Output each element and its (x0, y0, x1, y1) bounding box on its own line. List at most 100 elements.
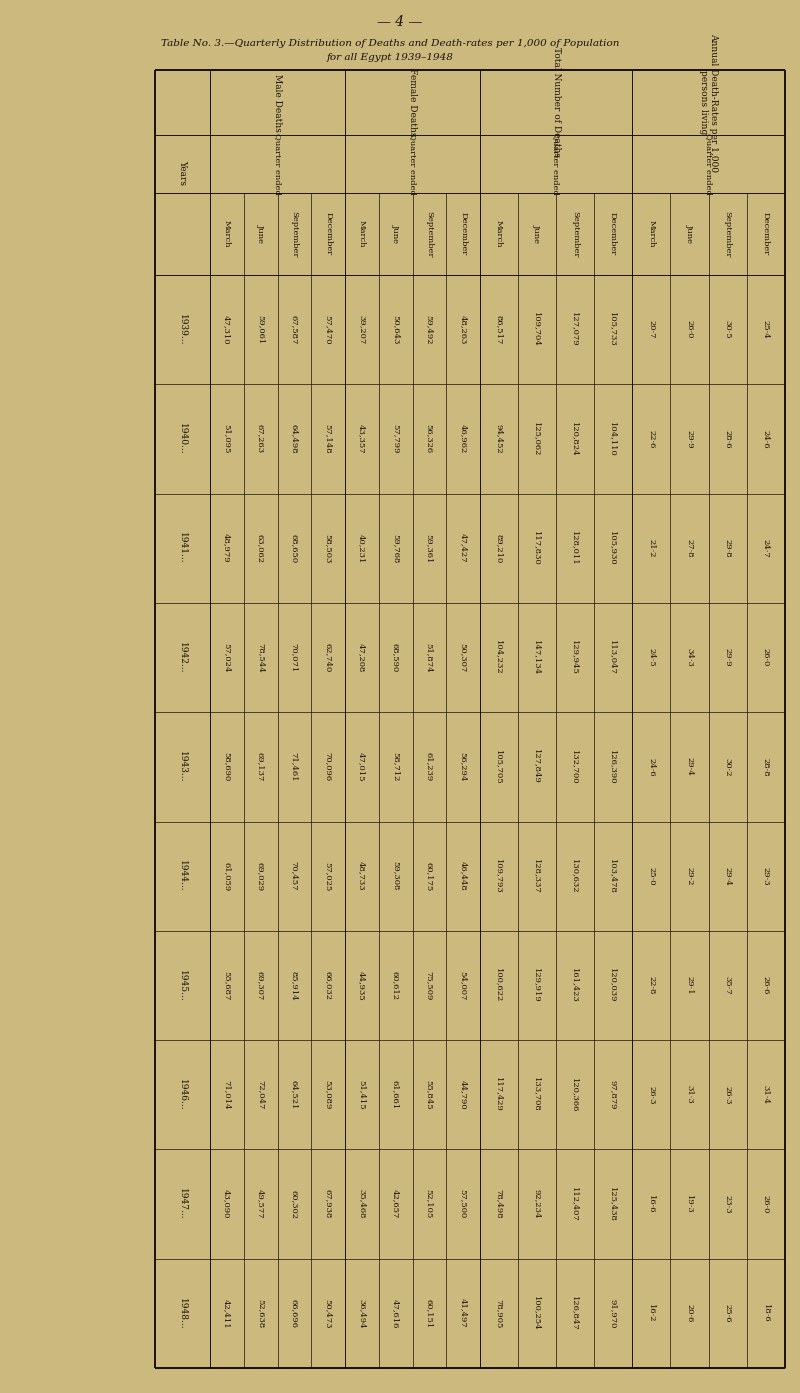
Text: 44,935: 44,935 (358, 971, 366, 1000)
Text: 26·6: 26·6 (762, 976, 770, 995)
Text: 69,307: 69,307 (257, 971, 265, 1000)
Text: 44,790: 44,790 (459, 1080, 467, 1110)
Text: 35·7: 35·7 (724, 976, 732, 995)
Text: 125,062: 125,062 (533, 422, 541, 456)
Text: 112,407: 112,407 (571, 1187, 579, 1222)
Text: 120,366: 120,366 (571, 1078, 579, 1112)
Text: 64,521: 64,521 (290, 1080, 298, 1109)
Text: 47,427: 47,427 (459, 534, 467, 563)
Text: Quarter ended: Quarter ended (552, 134, 560, 195)
Text: 61,059: 61,059 (223, 861, 231, 890)
Text: 24·5: 24·5 (647, 648, 655, 667)
Text: 57,148: 57,148 (324, 423, 332, 454)
Text: 58,503: 58,503 (324, 534, 332, 563)
Text: March: March (358, 220, 366, 248)
Text: 29·8: 29·8 (724, 539, 732, 557)
Text: 78,905: 78,905 (495, 1298, 503, 1328)
Text: 39,207: 39,207 (358, 315, 366, 344)
Text: for all Egypt 1939–1948: for all Egypt 1939–1948 (326, 53, 454, 61)
Text: 125,438: 125,438 (609, 1187, 617, 1222)
Text: 43,090: 43,090 (223, 1190, 231, 1219)
Text: 120,824: 120,824 (571, 422, 579, 457)
Text: 62,740: 62,740 (324, 644, 332, 673)
Text: June: June (257, 224, 265, 244)
Text: 66,696: 66,696 (290, 1298, 298, 1328)
Text: 71,014: 71,014 (223, 1080, 231, 1109)
Text: 59,061: 59,061 (257, 315, 265, 344)
Text: December: December (762, 212, 770, 256)
Text: 109,704: 109,704 (533, 312, 541, 347)
Text: 103,478: 103,478 (609, 858, 617, 893)
Text: 117,429: 117,429 (495, 1077, 503, 1112)
Text: 19·3: 19·3 (686, 1195, 694, 1213)
Text: 120,039: 120,039 (609, 968, 617, 1003)
Text: 58,690: 58,690 (223, 752, 231, 781)
Text: 58,712: 58,712 (392, 752, 400, 781)
Text: 26·0: 26·0 (686, 320, 694, 338)
Text: 31·4: 31·4 (762, 1085, 770, 1105)
Text: 57,024: 57,024 (223, 642, 231, 673)
Text: 67,263: 67,263 (257, 425, 265, 454)
Text: 130,632: 130,632 (571, 859, 579, 893)
Text: 47,310: 47,310 (223, 315, 231, 344)
Text: 78,544: 78,544 (257, 642, 265, 673)
Text: 34·3: 34·3 (686, 648, 694, 667)
Text: 69,029: 69,029 (257, 862, 265, 890)
Text: 57,500: 57,500 (459, 1190, 467, 1219)
Text: 52,638: 52,638 (257, 1298, 265, 1328)
Text: 60,175: 60,175 (426, 861, 434, 890)
Text: 60,302: 60,302 (290, 1190, 298, 1219)
Text: 97,879: 97,879 (609, 1080, 617, 1109)
Text: 48,263: 48,263 (459, 315, 467, 344)
Text: 27·8: 27·8 (686, 539, 694, 557)
Text: 26·3: 26·3 (647, 1085, 655, 1105)
Text: 104,110: 104,110 (609, 422, 617, 457)
Text: 1940...: 1940... (178, 423, 187, 454)
Text: 109,793: 109,793 (495, 858, 503, 893)
Text: 66,032: 66,032 (324, 971, 332, 1000)
Text: June: June (392, 224, 400, 244)
Text: 46,448: 46,448 (459, 861, 467, 892)
Text: 127,849: 127,849 (533, 749, 541, 784)
Text: June: June (533, 224, 541, 244)
Text: Quarter ended: Quarter ended (274, 134, 282, 195)
Text: 72,047: 72,047 (257, 1080, 265, 1109)
Text: 67,587: 67,587 (290, 315, 298, 344)
Text: 51,415: 51,415 (358, 1080, 366, 1110)
Text: December: December (324, 212, 332, 256)
Text: 1939...: 1939... (178, 313, 187, 345)
Text: 86,517: 86,517 (495, 315, 503, 344)
Text: — 4 —: — 4 — (378, 15, 422, 29)
Text: 1945...: 1945... (178, 970, 187, 1002)
Text: 31·3: 31·3 (686, 1085, 694, 1105)
Text: March: March (223, 220, 231, 248)
Text: 132,700: 132,700 (571, 749, 579, 784)
Text: 48,733: 48,733 (358, 861, 366, 892)
Text: 94,452: 94,452 (495, 423, 503, 454)
Text: Years: Years (178, 160, 187, 185)
Text: 26·3: 26·3 (724, 1085, 732, 1105)
Text: 21·2: 21·2 (647, 539, 655, 557)
Text: 89,210: 89,210 (495, 534, 503, 563)
Text: 28·8: 28·8 (762, 758, 770, 776)
Text: 100,622: 100,622 (495, 968, 503, 1003)
Text: 105,705: 105,705 (495, 749, 503, 784)
Text: 51,095: 51,095 (223, 425, 231, 454)
Text: September: September (571, 210, 579, 258)
Text: 1941...: 1941... (178, 532, 187, 564)
Text: Table No. 3.—Quarterly Distribution of Deaths and Death-rates per 1,000 of Popul: Table No. 3.—Quarterly Distribution of D… (161, 39, 619, 49)
Text: 55,687: 55,687 (223, 971, 231, 1000)
Text: 126,390: 126,390 (609, 749, 617, 784)
Text: 29·1: 29·1 (686, 976, 694, 995)
Text: 36,494: 36,494 (358, 1298, 366, 1328)
Text: 47,015: 47,015 (358, 752, 366, 781)
Text: 117,830: 117,830 (533, 531, 541, 566)
Text: September: September (724, 210, 732, 258)
Text: 147,134: 147,134 (533, 639, 541, 676)
Text: 24·7: 24·7 (762, 539, 770, 557)
Text: 126,847: 126,847 (571, 1295, 579, 1330)
Text: 85,914: 85,914 (290, 971, 298, 1000)
Text: September: September (426, 210, 434, 258)
Text: 57,470: 57,470 (324, 315, 332, 344)
Text: 41,497: 41,497 (459, 1298, 467, 1328)
